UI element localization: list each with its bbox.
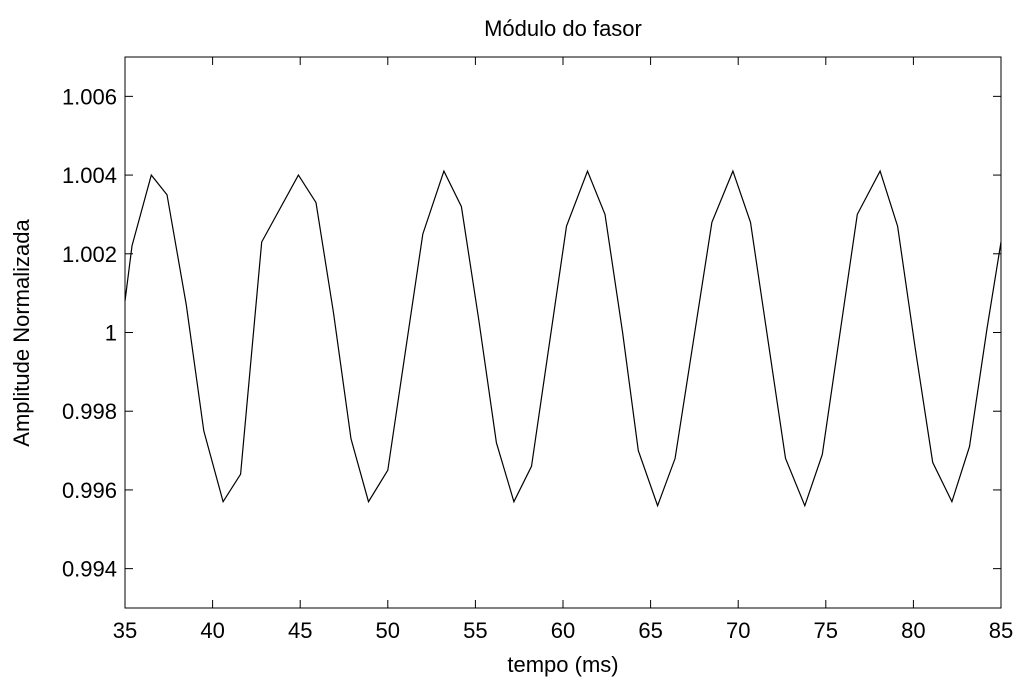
series-line	[125, 171, 1001, 506]
y-tick-label: 1.002	[62, 242, 117, 267]
plot-area-frame	[125, 57, 1001, 608]
x-tick-label: 55	[463, 618, 487, 643]
x-axis-label: tempo (ms)	[507, 652, 618, 677]
axis-ticks	[125, 57, 1001, 608]
series-group	[125, 171, 1001, 506]
x-tick-label: 60	[551, 618, 575, 643]
x-tick-label: 40	[200, 618, 224, 643]
y-tick-label: 1	[105, 321, 117, 346]
axis-tick-labels: 35 40 45 50 55 60 65 70 75 80 85 0.994 0.996 0.998 1 1.…	[62, 84, 1013, 643]
x-tick-label: 35	[113, 618, 137, 643]
y-tick-label: 0.994	[62, 557, 117, 582]
x-tick-label: 50	[376, 618, 400, 643]
y-tick-label: 1.006	[62, 84, 117, 109]
y-tick-label: 0.998	[62, 399, 117, 424]
x-tick-label: 70	[726, 618, 750, 643]
x-tick-label: 85	[989, 618, 1013, 643]
y-tick-label: 0.996	[62, 478, 117, 503]
y-tick-label: 1.004	[62, 163, 117, 188]
x-tick-label: 75	[814, 618, 838, 643]
x-tick-label: 80	[901, 618, 925, 643]
chart-title: Módulo do fasor	[484, 16, 642, 41]
x-tick-label: 45	[288, 618, 312, 643]
x-tick-label: 65	[638, 618, 662, 643]
y-axis-label: Amplitude Normalizada	[9, 219, 34, 447]
